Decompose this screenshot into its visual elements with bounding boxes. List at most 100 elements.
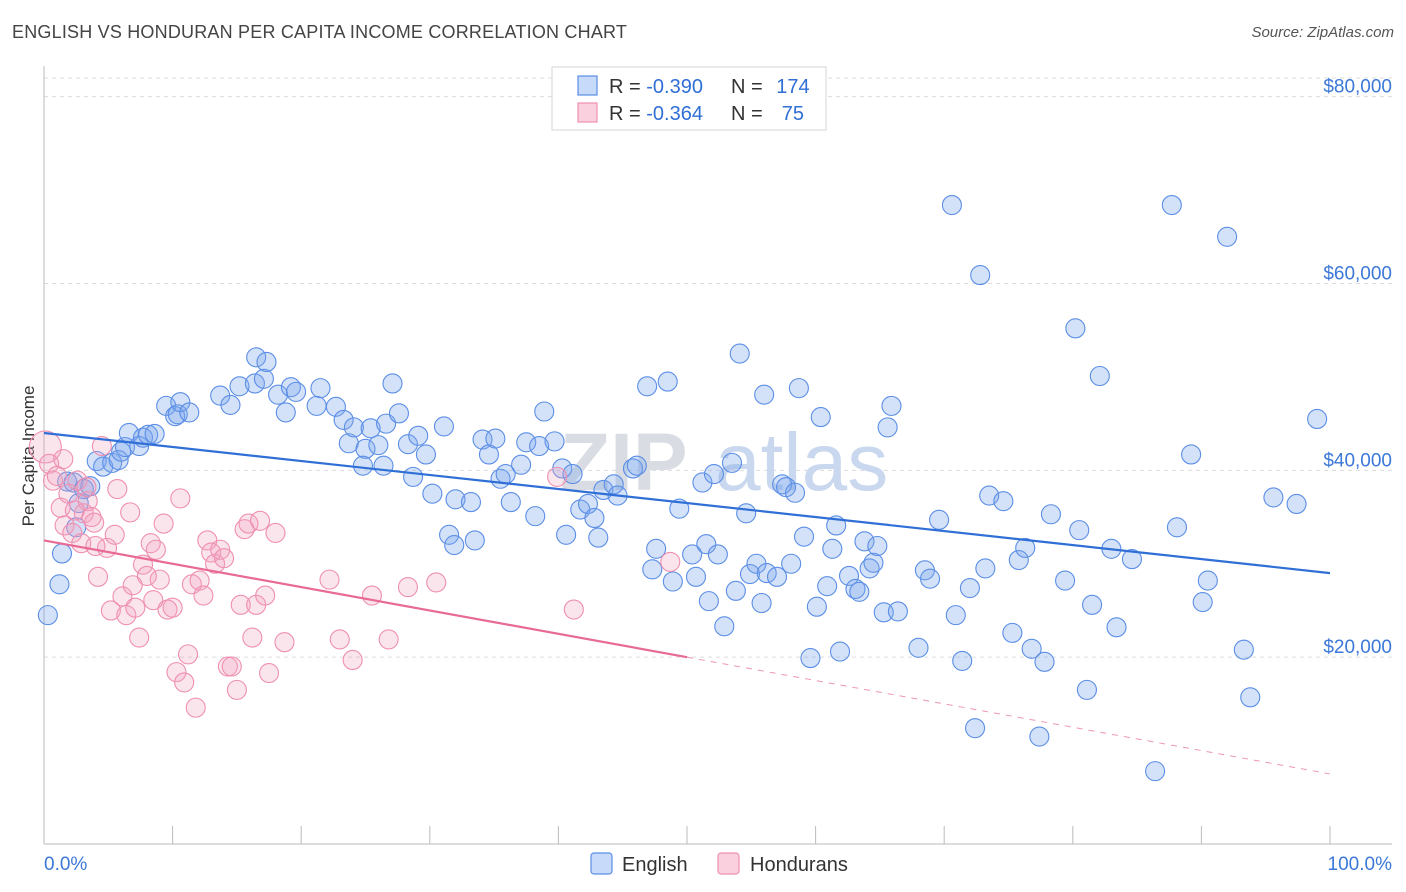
english-point (626, 455, 647, 476)
hondurans-point (136, 565, 157, 586)
chart-title: ENGLISH VS HONDURAN PER CAPITA INCOME CO… (12, 22, 628, 42)
hondurans-point (230, 594, 251, 615)
english-point (873, 602, 894, 623)
legend-r-value-1: -0.390 (646, 76, 703, 98)
english-point (669, 498, 690, 519)
hondurans-point (87, 566, 109, 587)
hondurans-point (563, 599, 584, 620)
hondurans-point (378, 629, 399, 650)
english-point (1240, 687, 1261, 708)
hondurans-point (120, 502, 141, 523)
english-point (244, 373, 265, 394)
english-point (945, 605, 966, 626)
english-point (275, 402, 296, 423)
english-point (781, 553, 802, 574)
english-point (756, 563, 777, 584)
english-point (970, 265, 991, 286)
english-point (993, 491, 1014, 512)
legend-label-english: English (622, 854, 688, 876)
english-point (1089, 365, 1110, 387)
english-point (108, 450, 129, 471)
x-tick-label-start: 0.0% (44, 854, 87, 875)
english-point (881, 395, 902, 416)
english-point (810, 407, 831, 428)
svg-text:R = -0.364: R = -0.364 (609, 103, 703, 125)
hondurans-point (46, 465, 67, 486)
english-point (1082, 594, 1103, 615)
watermark-zip: ZIP (560, 417, 688, 508)
english-point (822, 538, 843, 559)
legend-n-value-2: 75 (776, 103, 804, 125)
hondurans-point (54, 515, 75, 536)
english-point (975, 558, 996, 579)
english-point (516, 432, 537, 453)
series-legend: English Hondurans (590, 852, 848, 876)
english-point (845, 578, 866, 600)
english-point (751, 592, 772, 614)
hondurans-point (76, 477, 97, 498)
english-point (360, 418, 381, 439)
english-point (1181, 444, 1202, 465)
english-point (544, 431, 565, 452)
english-point (1008, 549, 1029, 571)
english-point (707, 544, 728, 565)
english-point (1029, 726, 1050, 747)
english-point (333, 409, 354, 430)
english-point (929, 509, 950, 530)
english-point (729, 343, 750, 364)
english-point (525, 506, 546, 527)
hondurans-point (185, 697, 206, 718)
english-point (806, 596, 827, 617)
english-point (1076, 679, 1097, 700)
english-point (788, 378, 809, 399)
english-point (838, 565, 860, 586)
legend-n-label-2: N = (731, 103, 768, 125)
english-point (1106, 617, 1127, 638)
hondurans-point (660, 551, 681, 572)
legend-swatch-hondurans (577, 102, 598, 123)
english-point (382, 373, 403, 394)
english-point (1233, 639, 1254, 660)
y-tick-label: $60,000 (1323, 264, 1392, 285)
english-point (714, 616, 735, 637)
english-point (1002, 622, 1023, 643)
english-point (1034, 651, 1055, 672)
watermark: ZIP atlas (560, 417, 888, 508)
legend-n-label-1: N = (731, 76, 768, 98)
english-point (1065, 318, 1086, 339)
english-point (603, 474, 624, 495)
hondurans-trend-extension (686, 656, 1331, 775)
legend-swatch-english (577, 75, 598, 96)
hondurans-point (91, 436, 112, 457)
hondurans-points (28, 430, 681, 718)
english-point (464, 530, 485, 551)
english-point (1192, 592, 1213, 613)
english-point (854, 531, 875, 552)
english-point (622, 458, 644, 479)
english-point (721, 452, 743, 473)
hondurans-point (104, 524, 125, 545)
english-point (793, 526, 815, 547)
english-point (352, 455, 373, 476)
hondurans-point (221, 656, 242, 677)
hondurans-trend-line (43, 539, 688, 659)
hondurans-point (85, 535, 106, 557)
hondurans-point (107, 478, 128, 500)
hondurans-point (342, 649, 363, 671)
english-point (388, 403, 409, 424)
hondurans-point (242, 627, 263, 648)
english-point (800, 648, 821, 669)
hondurans-point (177, 644, 199, 665)
hondurans-point (234, 519, 255, 540)
x-tick-label-end: 100.0% (1328, 854, 1393, 875)
english-point (908, 637, 929, 658)
hondurans-point (149, 569, 170, 590)
hondurans-point (189, 570, 210, 591)
hondurans-point (226, 679, 247, 700)
english-point (397, 434, 418, 455)
hondurans-point (129, 627, 150, 648)
hondurans-point (255, 585, 276, 606)
hondurans-point (258, 663, 280, 684)
english-point (1307, 408, 1328, 430)
